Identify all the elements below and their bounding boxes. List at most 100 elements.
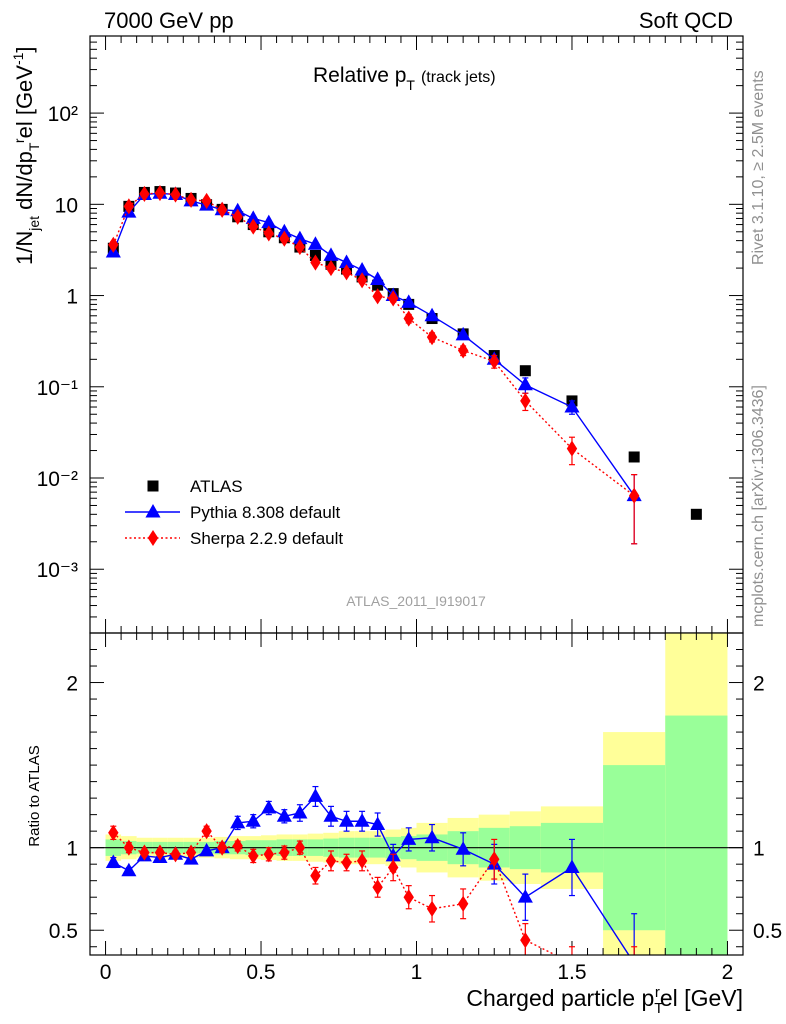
ratio-plot-frame — [89, 632, 744, 956]
pythia-8-308-default-point — [292, 230, 308, 245]
main-plot-frame — [89, 35, 744, 634]
sherpa-2-2-9-default-point — [123, 198, 135, 215]
sherpa-2-2-9-default-point — [154, 184, 166, 202]
pythia-8-308-default-point — [307, 236, 323, 250]
legend-pythia-8-308-default-label: Pythia 8.308 default — [190, 503, 341, 522]
ratio-pythia-8-308-default-point — [455, 841, 471, 855]
main-chart-title: Relative pT (track jets) — [313, 64, 496, 93]
ratio-axes: 0.5 0.5 1 1 2 2 0 0.5 1 1.5 2 — [49, 633, 782, 984]
y-tick-label: 10⁻¹ — [37, 377, 78, 400]
ratio-sherpa-2-2-9-default-point — [263, 846, 274, 863]
sherpa-2-2-9-default-point — [457, 342, 469, 359]
main-series — [105, 184, 702, 545]
pythia-8-308-default-point — [401, 294, 417, 308]
ratio-y-tick-label-right: 2 — [753, 673, 765, 696]
ratio-y-tick-label-right: 1 — [753, 838, 765, 861]
ratio-sherpa-2-2-9-default-point — [154, 844, 166, 861]
title-main: Relative p — [313, 64, 406, 87]
sherpa-2-2-9-default-point — [356, 272, 368, 289]
pythia-8-308-default-point — [424, 307, 440, 322]
pythia-8-308-default-point — [455, 326, 471, 341]
ratio-y-tick-label-left: 0.5 — [49, 920, 78, 943]
sherpa-2-2-9-default-point — [310, 254, 321, 271]
x-tick-label: 1.5 — [557, 961, 586, 984]
sherpa-2-2-9-default-point — [341, 264, 352, 281]
ratio-sherpa-2-2-9-default-point — [489, 851, 500, 868]
y-tick-label: 10⁻² — [37, 468, 78, 491]
main-panel: 10⁻³ 10⁻² 10⁻¹ 1 10 10² Relative pT (track jet… — [10, 35, 744, 634]
sherpa-2-2-9-default-point — [628, 487, 640, 504]
title-subscript: T — [406, 77, 415, 93]
x-tick-label: 2 — [722, 961, 734, 984]
y-tick-label: 10⁻³ — [37, 559, 78, 582]
ratio-sherpa-2-2-9-default-point — [387, 859, 399, 876]
legend-pythia-8-308-default-marker — [145, 503, 161, 518]
ratio-pythia-8-308-default-point — [354, 813, 370, 827]
sherpa-2-2-9-default-point — [263, 225, 274, 242]
title-tail: (track jets) — [421, 69, 496, 86]
ratio-sherpa-2-2-9-default-point — [248, 847, 259, 864]
ratio-sherpa-2-2-9-default-point — [170, 846, 181, 863]
sherpa-2-2-9-default-point — [294, 239, 306, 256]
ratio-sherpa-2-2-9-default-point — [123, 839, 135, 856]
sherpa-2-2-9-default-line — [112, 192, 635, 497]
ratio-sherpa-2-2-9-default-point — [341, 854, 352, 871]
x-tick-label: 0.5 — [246, 961, 275, 984]
ratio-pythia-8-308-default-point — [307, 788, 323, 802]
pythia-8-308-default-point — [354, 262, 370, 276]
ratio-sherpa-2-2-9-default-point — [216, 839, 228, 856]
legend-sherpa-2-2-9-default-label: Sherpa 2.2.9 default — [190, 529, 343, 548]
ratio-y-axis-label: Ratio to ATLAS — [26, 745, 43, 846]
atlas-point — [628, 451, 640, 463]
ratio-pythia-8-308-default-point — [105, 854, 121, 868]
ratio-bands — [105, 633, 728, 955]
pythia-8-308-default-point — [261, 214, 277, 229]
pythia-8-308-default-line — [112, 192, 635, 497]
sherpa-2-2-9-default-point — [139, 185, 150, 202]
ratio-sherpa-2-2-9-default-point — [232, 837, 243, 855]
ratio-y-tick-label-left: 2 — [66, 673, 78, 696]
ratio-panel: 0.5 0.5 1 1 2 2 0 0.5 1 1.5 2 Ratio to ATLAS Charg… — [26, 632, 782, 1017]
ratio-y-tick-label-right: 0.5 — [753, 920, 782, 943]
sherpa-2-2-9-default-point — [170, 186, 181, 203]
sherpa-2-2-9-default-point — [185, 191, 197, 208]
ratio-sherpa-2-2-9-default-point — [325, 852, 337, 869]
legend-atlas-marker — [147, 480, 159, 492]
ratio-sherpa-2-2-9-default-point — [372, 879, 383, 896]
x-tick-label: 1 — [411, 961, 423, 984]
ratio-pythia-8-308-default-point — [245, 813, 261, 827]
atlas-point — [372, 279, 384, 291]
ratio-pythia-8-308-default-point — [261, 799, 277, 814]
ratio-sherpa-2-2-9-default-point — [108, 824, 119, 841]
ratio-sherpa-2-2-9-default-point — [139, 844, 150, 861]
sherpa-2-2-9-default-point — [279, 230, 290, 247]
sherpa-2-2-9-default-point — [108, 236, 119, 253]
watermark-label: ATLAS_2011_I919017 — [346, 593, 486, 609]
ratio-pythia-8-308-default-point — [401, 831, 417, 845]
atlas-point — [519, 365, 531, 377]
pythia-8-308-default-point — [370, 271, 386, 285]
ratio-sherpa-2-2-9-default-point — [185, 844, 197, 861]
ratio-series — [105, 785, 638, 955]
ratio-pythia-8-308-default-point — [370, 816, 386, 831]
pythia-8-308-default-point — [338, 254, 355, 269]
main-y-axis-label: 1/Njet dN/dpTrel [GeV-1] — [10, 46, 42, 265]
ratio-pythia-8-308-default-point — [338, 813, 355, 827]
ratio-pythia-8-308-default-point — [199, 842, 215, 857]
ratio-sherpa-2-2-9-default-point — [426, 900, 438, 917]
y-tick-label: 10² — [48, 103, 78, 126]
sherpa-2-2-9-default-point — [520, 392, 531, 409]
sherpa-2-2-9-default-point — [403, 310, 414, 327]
pythia-8-308-default-point — [517, 376, 533, 391]
ratio-sherpa-2-2-9-default-point — [356, 852, 368, 869]
header-right-label: Soft QCD — [639, 8, 733, 33]
legend-atlas-label: ATLAS — [190, 477, 243, 496]
sherpa-2-2-9-default-point — [232, 208, 243, 225]
pythia-8-308-default-point — [564, 398, 580, 413]
legend: ATLAS Pythia 8.308 default Sherpa 2.2.9 de… — [125, 477, 343, 548]
sherpa-2-2-9-default-point — [387, 290, 399, 307]
sherpa-2-2-9-default-point — [566, 440, 578, 457]
ratio-sherpa-2-2-9-default-point — [279, 844, 290, 861]
sherpa-2-2-9-default-point — [372, 288, 383, 305]
